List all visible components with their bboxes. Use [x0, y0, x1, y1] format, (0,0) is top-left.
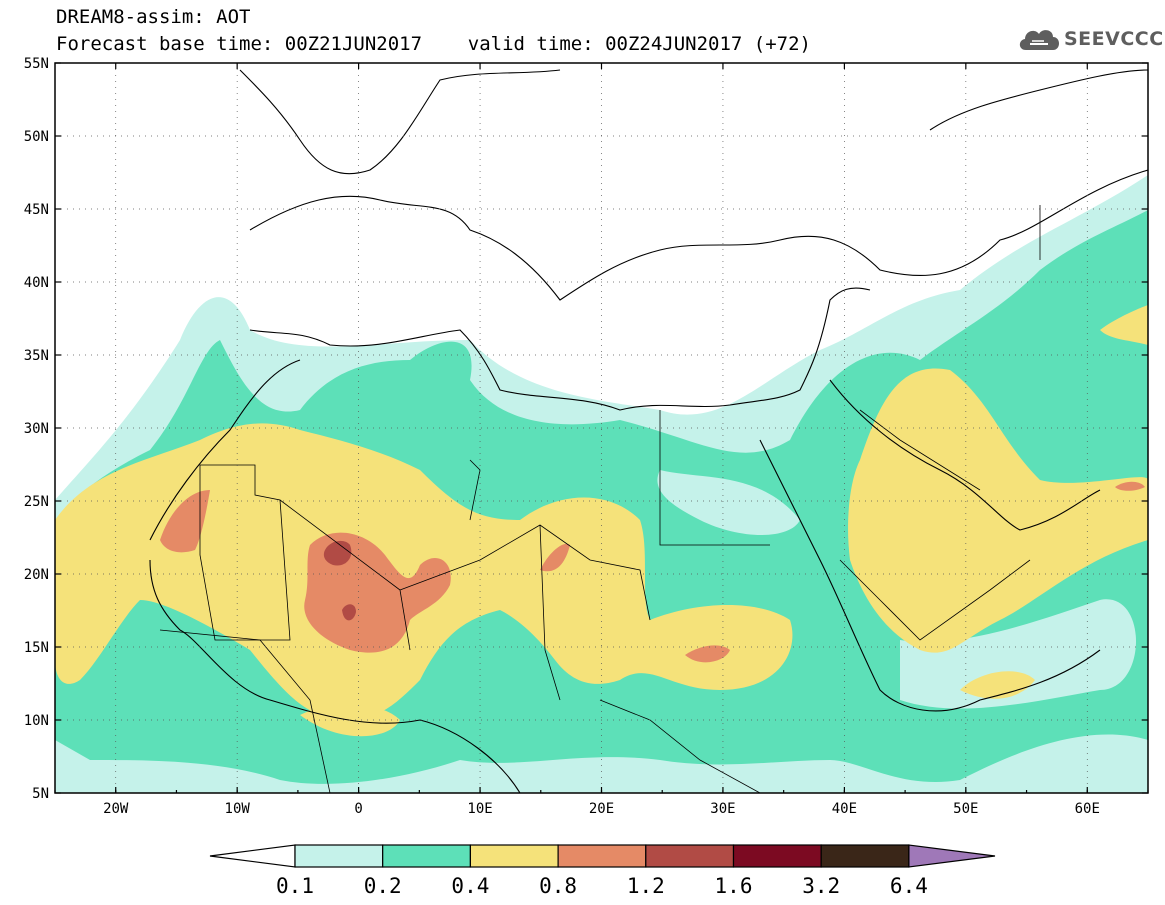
- colorbar-swatch: [294, 844, 384, 868]
- lat-label: 15N: [24, 640, 49, 656]
- aot-low-gap: [900, 599, 1136, 709]
- colorbar-swatch: [732, 844, 822, 868]
- aot-0.8-area: [160, 490, 210, 553]
- colorbar-label: 1.6: [715, 874, 753, 898]
- lat-label: 25N: [24, 494, 49, 510]
- colorbar-swatch: [820, 844, 910, 868]
- aot-low-gap: [657, 470, 800, 535]
- lon-label: 50E: [953, 801, 978, 817]
- lat-label: 40N: [24, 275, 49, 291]
- map-title: DREAM8-assim: AOT: [56, 6, 251, 28]
- lat-label: 5N: [32, 786, 49, 802]
- lat-label: 35N: [24, 348, 49, 364]
- colorbar-label: 6.4: [890, 874, 928, 898]
- lon-label: 10W: [225, 801, 251, 817]
- colorbar-label: 0.1: [276, 874, 314, 898]
- colorbar-label: 1.2: [627, 874, 665, 898]
- lon-label: 40E: [832, 801, 857, 817]
- lon-label: 20E: [589, 801, 614, 817]
- seevccc-logo: SEEVCCC: [1016, 22, 1163, 58]
- colorbar: 0.1 0.2 0.4 0.8 1.2 1.6 3.2 6.4: [209, 844, 996, 898]
- colorbar-label: 0.2: [364, 874, 402, 898]
- aot-0.4-area: [848, 368, 1148, 653]
- logo-text: SEEVCCC: [1064, 28, 1164, 50]
- colorbar-swatch: [469, 844, 559, 868]
- graticule: [55, 63, 1148, 793]
- lat-label: 10N: [24, 713, 49, 729]
- lat-label: 55N: [24, 56, 49, 72]
- axis-ticks: [54, 62, 1149, 794]
- colorbar-label: 3.2: [802, 874, 840, 898]
- coastlines: [149, 69, 1148, 793]
- aot-1.2-area: [323, 540, 352, 566]
- colorbar-swatch: [382, 844, 472, 868]
- lat-label: 20N: [24, 567, 49, 583]
- lat-label: 30N: [24, 421, 49, 437]
- aot-0.8-area: [540, 543, 570, 572]
- colorbar-over-arrow: [908, 844, 996, 868]
- cloud-icon: [1019, 30, 1059, 50]
- aot-1.2-area: [342, 604, 356, 621]
- lat-label: 50N: [24, 129, 49, 145]
- aot-0.8-area: [685, 645, 730, 663]
- aot-0.4-area: [960, 671, 1035, 699]
- lon-label: 20W: [103, 801, 129, 817]
- lon-label: 60E: [1075, 801, 1100, 817]
- lon-label: 0: [354, 801, 362, 817]
- colorbar-label: 0.8: [539, 874, 577, 898]
- forecast-time-line: Forecast base time: 00Z21JUN2017 valid t…: [56, 33, 811, 55]
- lon-labels: 20W 10W 0 10E 20E 30E 40E 50E 60E: [103, 801, 1100, 817]
- lon-label: 30E: [710, 801, 735, 817]
- aot-0.8-area: [1115, 481, 1145, 491]
- aot-0.4-area: [1100, 305, 1148, 345]
- country-borders: [159, 205, 1041, 793]
- colorbar-swatch: [557, 844, 647, 868]
- colorbar-label: 0.4: [451, 874, 489, 898]
- colorbar-swatch: [645, 844, 735, 868]
- lat-label: 45N: [24, 202, 49, 218]
- colorbar-under-arrow: [209, 844, 296, 868]
- lon-label: 10E: [467, 801, 492, 817]
- aot-field: [55, 175, 1148, 793]
- lat-labels: 55N 50N 45N 40N 35N 30N 25N 20N 15N 10N 5N: [24, 56, 49, 802]
